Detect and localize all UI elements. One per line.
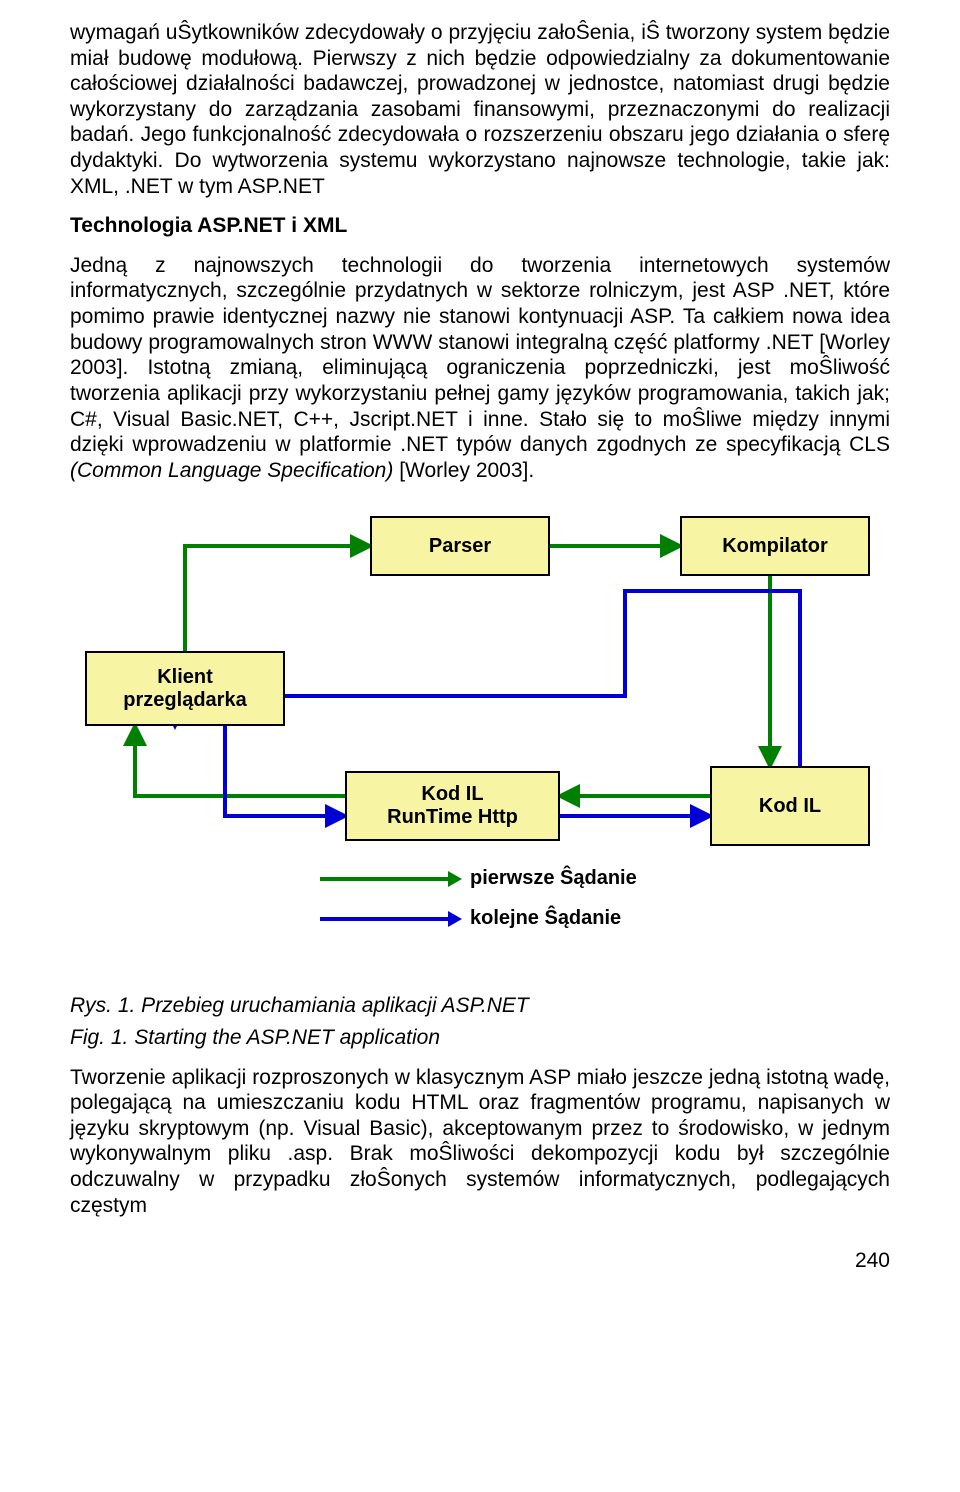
diagram-node-parser: Parser (370, 516, 550, 576)
figure-caption-pl: Rys. 1. Przebieg uruchamiania aplikacji … (70, 993, 890, 1019)
paragraph-3: Tworzenie aplikacji rozproszonych w klas… (70, 1065, 890, 1219)
section-heading: Technologia ASP.NET i XML (70, 213, 890, 239)
legend-next: kolejne Ŝądanie (320, 906, 621, 930)
p2-text-a: Jedną z najnowszych technologii do tworz… (70, 254, 890, 456)
diagram-node-kodil: Kod IL (710, 766, 870, 846)
paragraph-1: wymagań uŜytkowników zdecydowały o przyj… (70, 20, 890, 199)
diagram-node-compiler: Kompilator (680, 516, 870, 576)
legend-label-first: pierwsze Ŝądanie (470, 866, 637, 890)
paragraph-2: Jedną z najnowszych technologii do tworz… (70, 253, 890, 483)
diagram-container: Parser Kompilator Klient przeglądarka Kod I… (70, 511, 890, 971)
legend-label-next: kolejne Ŝądanie (470, 906, 621, 930)
p2-text-b: (Common Language Specification) (70, 459, 399, 482)
diagram-node-client: Klient przeglądarka (85, 651, 285, 726)
diagram-node-runtime: Kod IL RunTime Http (345, 771, 560, 841)
p2-text-c: [Worley 2003]. (399, 459, 534, 482)
legend-first: pierwsze Ŝądanie (320, 866, 637, 890)
figure-caption-en: Fig. 1. Starting the ASP.NET application (70, 1025, 890, 1051)
page-number: 240 (70, 1248, 890, 1274)
